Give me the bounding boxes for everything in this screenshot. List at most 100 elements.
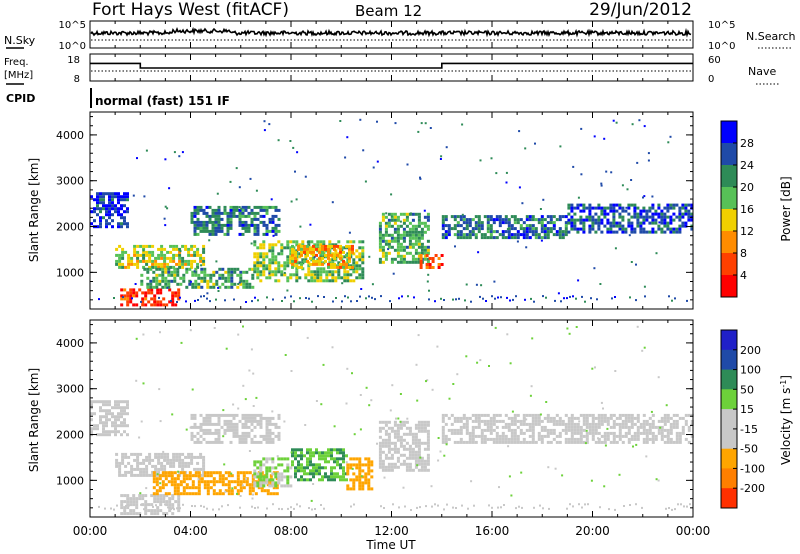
heatmap-cell — [352, 258, 356, 262]
heatmap-cell — [174, 303, 178, 307]
colorbar-tick-label: 20 — [740, 181, 754, 194]
heatmap-cell — [507, 416, 511, 420]
heatmap-cell — [259, 469, 263, 473]
heatmap-cell — [217, 416, 221, 420]
heatmap-cell — [199, 220, 203, 224]
heatmap-cell — [444, 233, 448, 237]
heatmap-cell — [522, 227, 526, 231]
heatmap-cell — [148, 452, 152, 456]
heatmap-cell — [630, 203, 634, 207]
heatmap-cell — [203, 270, 207, 274]
heatmap-cell — [381, 438, 385, 442]
heatmap-cell — [567, 422, 571, 426]
heatmap-cell — [120, 506, 124, 510]
heatmap-cell — [227, 489, 231, 493]
heatmap-cell — [513, 422, 517, 426]
heatmap-cell — [570, 227, 574, 231]
heatmap-cell — [468, 437, 472, 441]
cpid-label: CPID — [6, 92, 35, 105]
heatmap-cell — [151, 265, 155, 269]
heatmap-cell — [483, 437, 487, 441]
heatmap-cell — [378, 230, 382, 234]
heatmap-cell — [339, 466, 342, 470]
heatmap-cell — [253, 425, 257, 429]
heatmap-cell — [164, 474, 168, 478]
heatmap-cell — [612, 425, 616, 429]
heatmap-cell — [226, 425, 230, 429]
heatmap-cell — [126, 494, 130, 498]
heatmap-cell — [141, 300, 145, 304]
heatmap-cell — [384, 224, 388, 228]
x-tick-label: 00:00 — [73, 524, 108, 538]
heatmap-cell — [361, 276, 365, 280]
heatmap-cell — [516, 230, 520, 234]
heatmap-cell — [227, 480, 231, 484]
heatmap-cell — [247, 229, 251, 233]
heatmap-cell — [230, 276, 234, 280]
heatmap-cell — [300, 262, 303, 266]
heatmap-cell — [480, 233, 484, 237]
heatmap-cell — [483, 428, 487, 432]
heatmap-cell — [411, 260, 415, 264]
heatmap-cell — [117, 207, 120, 211]
heatmap-cell — [242, 486, 246, 490]
heatmap-cell — [603, 413, 607, 417]
heatmap-cell — [153, 297, 157, 301]
heatmap-cell — [268, 261, 272, 265]
heatmap-cell — [402, 212, 406, 216]
heatmap-cell — [236, 492, 240, 496]
heatmap-cell — [447, 428, 451, 432]
heatmap-cell — [396, 438, 400, 442]
heatmap-cell — [425, 266, 429, 269]
heatmap-cell — [297, 448, 300, 452]
heatmap-cell — [564, 224, 568, 228]
heatmap-cell — [193, 214, 197, 218]
heatmap-cell — [123, 500, 127, 504]
heatmap-cell — [147, 288, 151, 292]
heatmap-cell — [170, 273, 174, 277]
heatmap-cell — [358, 264, 362, 268]
heatmap-cell — [630, 261, 633, 263]
heatmap-cell — [208, 419, 212, 423]
heatmap-cell — [306, 247, 309, 251]
heatmap-cell — [522, 221, 526, 225]
heatmap-cell — [399, 245, 403, 249]
heatmap-cell — [99, 198, 102, 202]
heatmap-cell — [170, 279, 174, 283]
heatmap-cell — [265, 419, 269, 423]
heatmap-cell — [339, 463, 342, 467]
heatmap-cell — [253, 267, 257, 271]
velocity-heatmap — [90, 325, 694, 516]
heatmap-cell — [495, 230, 499, 234]
heatmap-cell — [426, 251, 430, 255]
heatmap-cell — [319, 273, 323, 277]
heatmap-cell — [190, 220, 194, 224]
heatmap-cell — [272, 486, 276, 490]
heatmap-cell — [497, 506, 499, 509]
heatmap-cell — [630, 215, 634, 219]
heatmap-cell — [223, 223, 227, 227]
heatmap-cell — [393, 257, 397, 261]
colorbar-tick-label: 16 — [740, 203, 754, 216]
heatmap-cell — [161, 474, 165, 478]
heatmap-cell — [528, 230, 532, 234]
heatmap-cell — [635, 263, 637, 266]
heatmap-cell — [558, 215, 562, 219]
heatmap-cell — [489, 416, 493, 420]
heatmap-cell — [426, 429, 430, 433]
heatmap-cell — [102, 192, 105, 196]
heatmap-cell — [444, 215, 448, 219]
heatmap-cell — [187, 259, 191, 263]
heatmap-cell — [144, 506, 148, 510]
heatmap-cell — [367, 466, 371, 470]
heatmap-cell — [540, 236, 544, 240]
heatmap-cell — [434, 254, 438, 257]
heatmap-cell — [142, 250, 146, 254]
heatmap-cell — [190, 431, 194, 435]
heatmap-cell — [663, 416, 667, 420]
heatmap-cell — [124, 455, 128, 459]
heatmap-cell — [90, 418, 93, 422]
heatmap-cell — [417, 215, 421, 219]
heatmap-cell — [441, 437, 445, 441]
heatmap-cell — [672, 440, 676, 444]
